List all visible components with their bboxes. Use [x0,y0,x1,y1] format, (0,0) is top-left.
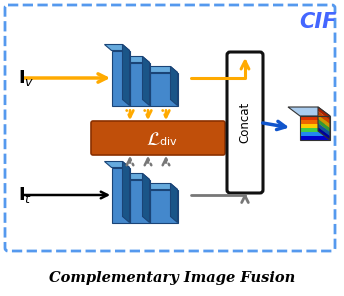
Polygon shape [318,127,330,140]
FancyBboxPatch shape [227,52,263,193]
Polygon shape [105,162,129,168]
FancyBboxPatch shape [5,5,335,251]
Polygon shape [122,173,150,179]
Text: $\mathrm{div}$: $\mathrm{div}$ [159,135,177,147]
Polygon shape [142,173,150,223]
Polygon shape [300,128,330,132]
Polygon shape [318,119,330,132]
Polygon shape [111,168,129,223]
Polygon shape [129,179,150,223]
Polygon shape [142,67,178,73]
Polygon shape [122,162,129,223]
Text: $\mathbf{I}_v$: $\mathbf{I}_v$ [18,68,34,88]
Text: CIF: CIF [299,12,337,32]
Polygon shape [300,132,330,136]
Polygon shape [150,73,178,105]
Polygon shape [150,189,178,223]
Text: $\mathcal{L}$: $\mathcal{L}$ [146,130,160,149]
Polygon shape [122,57,150,62]
Polygon shape [142,57,150,105]
Polygon shape [318,107,330,120]
Polygon shape [105,44,129,51]
Polygon shape [300,124,330,128]
Polygon shape [300,120,330,124]
Polygon shape [300,136,330,140]
Polygon shape [288,107,330,116]
FancyBboxPatch shape [91,121,225,155]
Polygon shape [171,67,178,105]
Text: Concat: Concat [238,102,251,143]
Text: $\mathbf{I}_t$: $\mathbf{I}_t$ [18,185,32,205]
Polygon shape [142,184,178,189]
Polygon shape [318,123,330,136]
Polygon shape [318,115,330,128]
Polygon shape [122,44,129,105]
Polygon shape [111,51,129,105]
Text: Complementary Image Fusion: Complementary Image Fusion [49,271,295,285]
Polygon shape [318,111,330,124]
Polygon shape [129,62,150,105]
Polygon shape [300,116,330,120]
Polygon shape [171,184,178,223]
